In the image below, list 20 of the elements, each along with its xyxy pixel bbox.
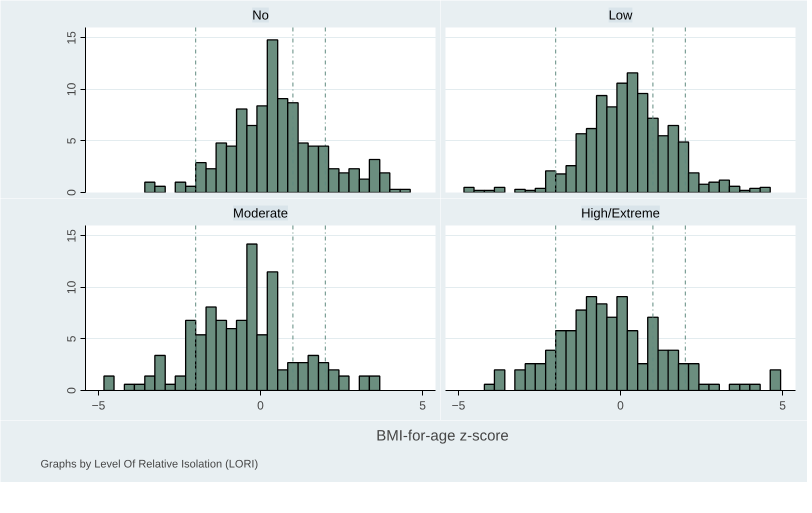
- x-tick-label: 5: [779, 398, 786, 412]
- y-tick-label: 10: [64, 280, 78, 294]
- y-tick-label: 15: [64, 228, 78, 242]
- y-tick-label: 0: [64, 188, 78, 196]
- chart-title: Moderate: [233, 206, 288, 220]
- x-tick-label: −5: [92, 398, 106, 412]
- y-tick-label: 5: [64, 335, 78, 342]
- y-tick-label: 15: [64, 30, 78, 44]
- y-tick-label: 10: [64, 82, 78, 96]
- x-tick-label: 0: [617, 398, 624, 412]
- chart-title: Low: [608, 8, 634, 22]
- text: Graphs by Level Of Relative Isolation (LORI): [40, 458, 258, 470]
- x-axis-title: BMI-for-age z-score: [376, 428, 509, 444]
- chart-title: No: [252, 8, 269, 22]
- x-tick-label: −5: [452, 398, 466, 412]
- chart-title: High/Extreme: [581, 206, 660, 220]
- x-tick-label: 5: [419, 398, 426, 412]
- y-tick-label: 5: [64, 137, 78, 144]
- y-tick-label: 0: [64, 386, 78, 394]
- x-tick-label: 0: [257, 398, 264, 412]
